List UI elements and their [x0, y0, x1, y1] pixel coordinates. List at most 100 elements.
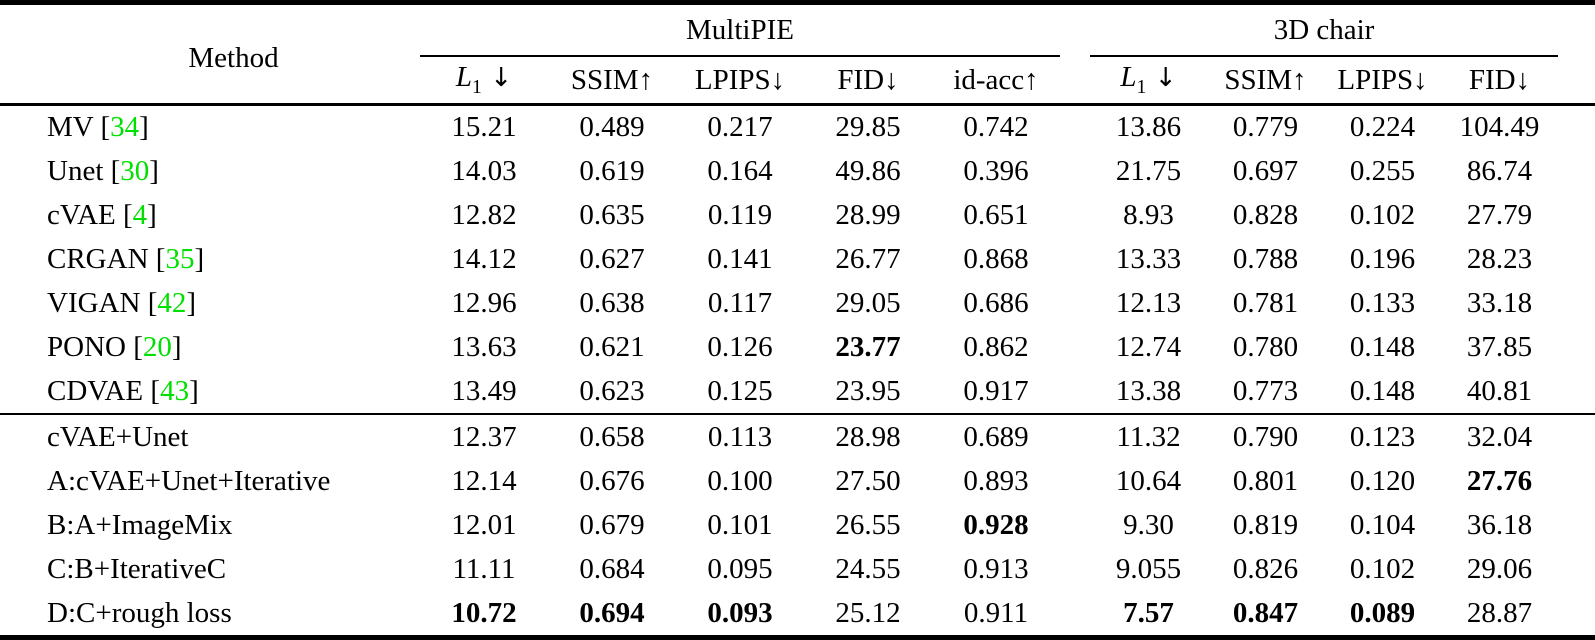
group-gap-cell — [1060, 369, 1090, 414]
group-header-3d-chair: 3D chair — [1090, 2, 1559, 57]
citation-link[interactable]: 35 — [165, 243, 195, 276]
method-cell: CDVAE [43] — [47, 374, 199, 407]
metric-value-cell: 11.11 — [452, 552, 516, 585]
metric-value-cell: 26.55 — [835, 508, 901, 541]
metric-value-cell: 28.23 — [1466, 243, 1533, 276]
metric-value-cell: 0.196 — [1349, 243, 1416, 276]
metric-value-cell: 0.635 — [579, 199, 645, 232]
metric-value-cell: 0.742 — [963, 111, 1029, 144]
metric-value-cell: 0.697 — [1232, 155, 1299, 188]
metric-value-cell: 13.38 — [1115, 374, 1182, 407]
metric-header-lpips-down: LPIPS↓ — [694, 63, 786, 96]
group-gap-cell — [1060, 150, 1090, 194]
citation-link[interactable]: 34 — [110, 111, 140, 144]
metric-value-cell: 28.98 — [835, 420, 901, 453]
metric-value-cell: 0.623 — [579, 374, 645, 407]
metric-value-cell: 25.12 — [835, 596, 901, 629]
metric-value-cell: 36.18 — [1466, 508, 1533, 541]
citation-link[interactable]: 20 — [142, 330, 172, 363]
group-gap-cell — [1060, 503, 1090, 547]
table-row: D:C+rough loss 10.72 0.694 0.093 25.12 0.911 7… — [0, 591, 1595, 637]
table-row: A:cVAE+Unet+Iterative 12.14 0.676 0.100 27.5… — [0, 459, 1595, 503]
method-cell: VIGAN [42] — [47, 287, 197, 320]
metric-value-cell: 0.651 — [963, 199, 1029, 232]
metric-value-cell: 0.224 — [1349, 111, 1416, 144]
metric-value-cell: 0.119 — [707, 199, 773, 232]
metric-header-fid-down: FID↓ — [837, 63, 899, 96]
method-cell: D:C+rough loss — [0, 591, 420, 637]
method-cell: PONO [20] — [47, 330, 182, 363]
right-margin-cell — [1558, 105, 1595, 150]
metric-value-cell: 13.49 — [451, 374, 517, 407]
table-row: CDVAE [43] 13.49 0.623 0.125 23.95 0.917 13.38… — [0, 369, 1595, 414]
metric-value-cell: 0.148 — [1349, 374, 1416, 407]
metric-value-cell: 12.96 — [451, 287, 517, 320]
table-header: Method MultiPIE 3D chair L1 ↓ SSIM↑ LPIPS↓… — [0, 2, 1595, 105]
citation-link[interactable]: 42 — [157, 287, 187, 320]
metric-value-cell: 0.619 — [579, 155, 645, 188]
group-gap-cell — [1060, 105, 1090, 150]
metric-value-cell: 0.396 — [963, 155, 1029, 188]
metric-value-cell: 26.77 — [835, 243, 901, 276]
metric-value-cell: 0.113 — [707, 420, 773, 453]
method-label: A:cVAE+Unet+Iterative — [47, 464, 331, 497]
method-cell: MV [34] — [47, 111, 149, 144]
metric-value-cell: 0.133 — [1349, 287, 1416, 320]
metric-value-cell: 14.03 — [451, 155, 517, 188]
metric-value-cell: 8.93 — [1123, 199, 1174, 232]
citation-link[interactable]: 30 — [120, 155, 150, 188]
metric-value-cell: 28.99 — [835, 199, 901, 232]
metric-value-cell: 11.32 — [1116, 420, 1181, 453]
right-margin-cell — [1558, 325, 1595, 369]
metric-value-cell: 0.913 — [963, 552, 1029, 585]
metric-header-lpips-down: LPIPS↓ — [1337, 63, 1428, 96]
table-row: CRGAN [35] 14.12 0.627 0.141 26.77 0.868 13.33… — [0, 238, 1595, 282]
right-margin-cell — [1558, 503, 1595, 547]
metric-value-cell: 0.779 — [1232, 111, 1299, 144]
metric-value-cell: 0.164 — [707, 155, 773, 188]
right-margin — [1558, 3, 1595, 105]
table-row: PONO [20] 13.63 0.621 0.126 23.77 0.862 12.74 0… — [0, 325, 1595, 369]
metric-value-cell: 0.684 — [579, 552, 645, 585]
table-row: cVAE+Unet 12.37 0.658 0.113 28.98 0.689 11.32 0… — [0, 414, 1595, 459]
method-label: VIGAN — [47, 287, 141, 320]
metric-value-cell: 23.77 — [835, 330, 901, 363]
method-label: D:C+rough loss — [47, 596, 232, 629]
right-margin-cell — [1558, 369, 1595, 414]
metric-value-cell: 0.679 — [579, 508, 645, 541]
metric-value-cell: 0.676 — [579, 464, 645, 497]
right-margin-cell — [1558, 282, 1595, 326]
right-margin-cell — [1558, 414, 1595, 459]
citation-link[interactable]: 4 — [132, 199, 148, 232]
metric-value-cell: 33.18 — [1466, 287, 1533, 320]
metric-value-cell: 0.893 — [963, 464, 1029, 497]
down-arrow-icon: ↓ — [481, 63, 513, 94]
metric-value-cell: 7.57 — [1123, 596, 1174, 629]
group-header-row: Method MultiPIE 3D chair — [0, 2, 1595, 74]
right-margin-cell — [1558, 194, 1595, 238]
metric-value-cell: 0.828 — [1232, 199, 1299, 232]
citation-link[interactable]: 43 — [160, 374, 190, 407]
metric-value-cell: 0.141 — [707, 243, 773, 276]
metric-value-cell: 0.102 — [1349, 552, 1416, 585]
group-gap-cell — [1060, 282, 1090, 326]
down-arrow-icon: ↓ — [1146, 63, 1177, 94]
baselines-section: MV [34] 15.21 0.489 0.217 29.85 0.742 13.86 0.7… — [0, 105, 1595, 415]
right-margin-cell — [1558, 459, 1595, 503]
group-header-multipie: MultiPIE — [420, 2, 1060, 57]
metric-value-cell: 0.686 — [963, 287, 1029, 320]
right-margin-cell — [1558, 238, 1595, 282]
method-label: CDVAE — [47, 374, 144, 407]
method-cell: cVAE+Unet — [0, 414, 420, 459]
metric-value-cell: 0.104 — [1349, 508, 1416, 541]
metric-value-cell: 0.148 — [1349, 330, 1416, 363]
metric-value-cell: 0.255 — [1349, 155, 1416, 188]
metric-value-cell: 0.120 — [1349, 464, 1416, 497]
metric-header-row: L1 ↓ SSIM↑ LPIPS↓ FID↓ id-acc↑ L1 ↓ SSIM↑ LPIPS… — [0, 56, 1595, 105]
metric-value-cell: 9.055 — [1115, 552, 1182, 585]
metric-header-fid-down: FID↓ — [1468, 63, 1531, 96]
method-cell: C:B+IterativeC — [0, 547, 420, 591]
metric-value-cell: 104.49 — [1459, 111, 1540, 144]
method-cell: B:A+ImageMix — [0, 503, 420, 547]
metric-value-cell: 0.621 — [579, 330, 645, 363]
